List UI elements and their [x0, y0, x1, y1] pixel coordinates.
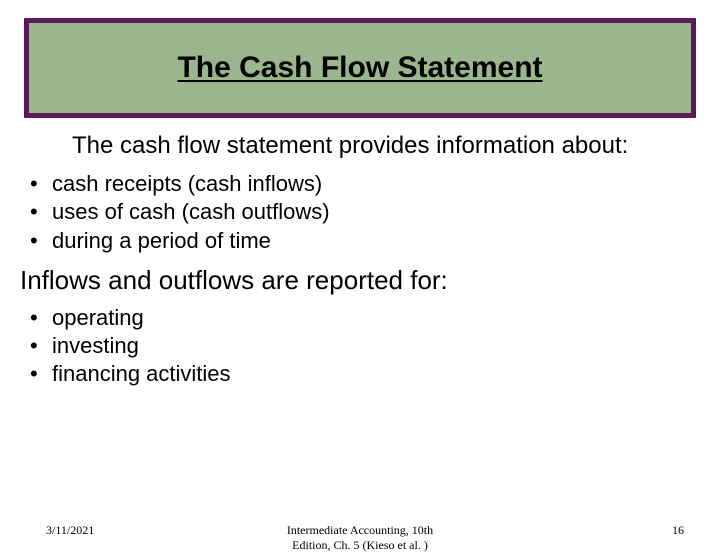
- footer-page-number: 16: [672, 523, 684, 538]
- list-item: uses of cash (cash outflows): [30, 198, 680, 226]
- intro-text: The cash flow statement provides informa…: [72, 132, 680, 160]
- list-item: investing: [30, 332, 680, 360]
- list-item: cash receipts (cash inflows): [30, 170, 680, 198]
- list-item: financing activities: [30, 360, 680, 388]
- slide-title: The Cash Flow Statement: [177, 51, 542, 84]
- footer-reference-line1: Intermediate Accounting, 10th: [287, 523, 433, 537]
- list-item: operating: [30, 304, 680, 332]
- subheading-text: Inflows and outflows are reported for:: [20, 265, 700, 296]
- bullet-list-primary: cash receipts (cash inflows) uses of cas…: [30, 170, 680, 254]
- title-box: The Cash Flow Statement: [24, 18, 696, 118]
- list-item: during a period of time: [30, 227, 680, 255]
- footer-reference: Intermediate Accounting, 10th Edition, C…: [0, 523, 720, 552]
- bullet-list-secondary: operating investing financing activities: [30, 304, 680, 388]
